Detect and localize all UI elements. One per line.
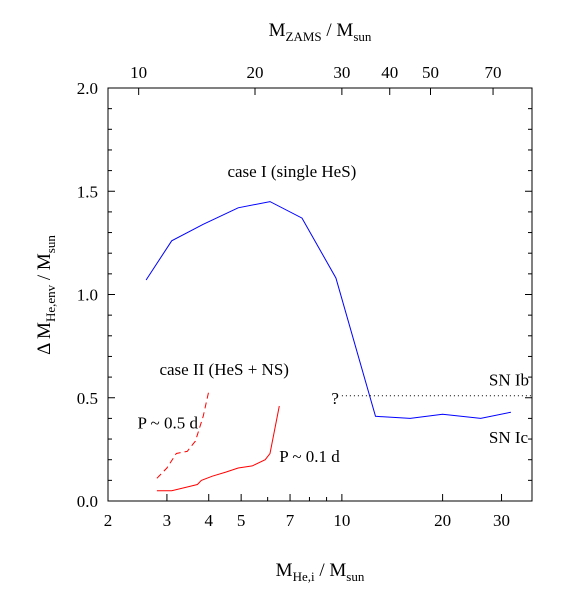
x-tick-label-bottom-5: 10 <box>333 511 350 530</box>
x-tick-label-bottom-1: 3 <box>163 511 172 530</box>
x-tick-label-top-3: 40 <box>381 63 398 82</box>
annotation-5: SN Ib <box>489 370 529 389</box>
annotation-2: P ~ 0.5 d <box>137 414 198 433</box>
series-group <box>145 201 532 492</box>
x-tick-label-bottom-6: 20 <box>434 511 451 530</box>
x-tick-label-bottom-3: 5 <box>237 511 246 530</box>
annotation-0: case I (single HeS) <box>227 162 356 181</box>
y-tick-label-3: 1.5 <box>77 182 98 201</box>
series-line-0 <box>145 201 512 419</box>
x-tick-label-top-5: 70 <box>485 63 502 82</box>
series-line-2 <box>156 391 210 479</box>
y-tick-label-2: 1.0 <box>77 286 98 305</box>
x-tick-label-bottom-4: 7 <box>286 511 295 530</box>
annotations: case I (single HeS) case II (HeS + NS) P ~… <box>137 162 529 466</box>
y-axis-title: Δ MHe,env / Msun <box>34 235 58 355</box>
x-tick-label-bottom-0: 2 <box>104 511 113 530</box>
tick-labels: 2 3 4 5 7 10 20 30 10 20 30 40 50 70 0.0 0.5 1.0 1.5 2.0 <box>77 63 510 530</box>
y-tick-label-0: 0.0 <box>77 492 98 511</box>
x-axis-title-bottom: MHe,i / Msun <box>276 560 365 584</box>
annotation-3: P ~ 0.1 d <box>279 447 340 466</box>
x-tick-label-bottom-7: 30 <box>493 511 510 530</box>
x-tick-label-top-1: 20 <box>247 63 264 82</box>
series-line-1 <box>156 405 280 492</box>
x-tick-label-top-0: 10 <box>130 63 147 82</box>
x-tick-label-top-4: 50 <box>422 63 439 82</box>
annotation-1: case II (HeS + NS) <box>159 360 289 379</box>
x-axis-title-top: MZAMS / Msun <box>269 20 372 44</box>
x-tick-label-bottom-2: 4 <box>204 511 213 530</box>
plot-frame <box>107 87 533 502</box>
ticks <box>107 87 532 502</box>
annotation-4: ? <box>331 389 339 408</box>
y-tick-label-1: 0.5 <box>77 389 98 408</box>
x-tick-label-top-2: 30 <box>333 63 350 82</box>
annotation-6: SN Ic <box>489 428 529 447</box>
y-tick-label-4: 2.0 <box>77 79 98 98</box>
